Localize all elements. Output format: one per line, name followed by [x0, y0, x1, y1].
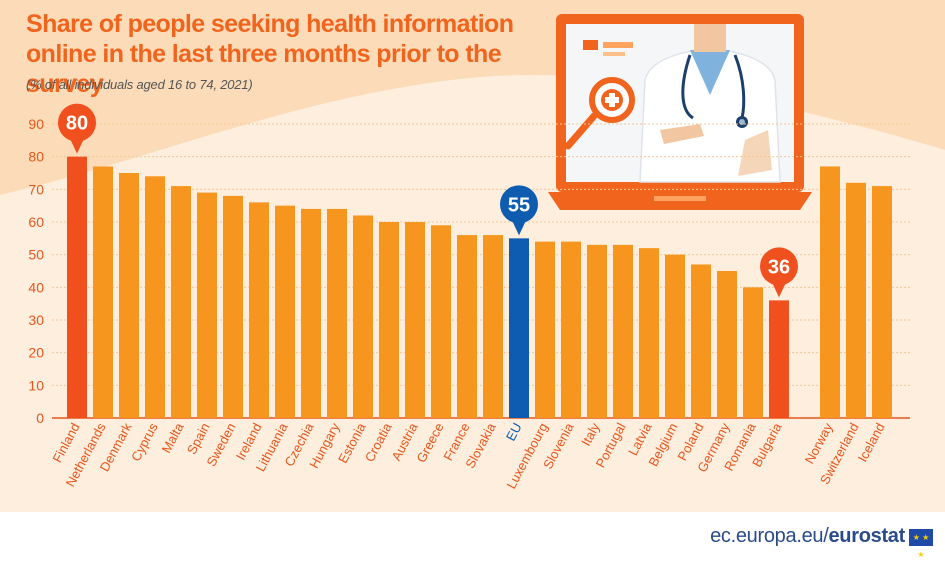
bar [872, 186, 892, 418]
bar [639, 248, 659, 418]
bar [743, 287, 763, 418]
chart-panel: Share of people seeking health informati… [0, 0, 945, 512]
bar [769, 300, 789, 418]
bar [67, 156, 87, 418]
bar [119, 173, 139, 418]
y-tick-label: 30 [28, 312, 44, 328]
bar [457, 235, 477, 418]
data-label: 36 [768, 256, 790, 278]
y-tick-label: 50 [28, 247, 44, 263]
bar [171, 186, 191, 418]
bar [327, 208, 347, 418]
data-label: 55 [508, 194, 530, 216]
bar [145, 176, 165, 418]
bar-chart: 0102030405060708090Finland80NetherlandsD… [28, 103, 910, 491]
bar [509, 238, 529, 418]
bar [846, 182, 866, 418]
bar [561, 241, 581, 418]
bar [535, 241, 555, 418]
bar [665, 254, 685, 418]
bar [820, 166, 840, 418]
bar [249, 202, 269, 418]
data-label: 80 [66, 113, 88, 135]
y-tick-label: 90 [28, 116, 44, 132]
bar [587, 244, 607, 418]
medical-cross-magnifier-icon [564, 77, 635, 150]
bar [275, 205, 295, 418]
eurostat-brand[interactable]: ec.europa.eu/eurostat [710, 525, 905, 548]
eu-flag-icon: ★ ★ ★ [909, 529, 933, 559]
callout-bubble [760, 247, 798, 286]
x-tick-label: Italy [578, 420, 603, 449]
chart-title: Share of people seeking health informati… [26, 10, 514, 98]
y-tick-label: 20 [28, 345, 44, 361]
bar [691, 264, 711, 418]
footer: ec.europa.eu/eurostat ★ ★ ★ [0, 512, 945, 559]
chart-subtitle: (% of all individuals aged 16 to 74, 202… [26, 77, 253, 92]
bar [717, 271, 737, 418]
bar [483, 235, 503, 418]
callout-bubble [500, 185, 538, 224]
x-tick-label: Cyprus [128, 420, 161, 464]
callout-bubble [58, 103, 96, 142]
bar [223, 195, 243, 418]
site-url: ec.europa.eu/ [710, 525, 829, 547]
callout-pointer [772, 282, 786, 298]
bar [353, 215, 373, 418]
bar [405, 222, 425, 418]
y-tick-label: 70 [28, 181, 44, 197]
y-tick-label: 0 [36, 410, 44, 426]
y-tick-label: 10 [28, 377, 44, 393]
callout-pointer [70, 138, 84, 154]
brand-name: eurostat [828, 525, 905, 547]
bar [197, 192, 217, 418]
bar [301, 208, 321, 418]
y-tick-label: 80 [28, 149, 44, 165]
laptop-doctor-illustration [548, 14, 812, 210]
doctor-icon [583, 24, 781, 183]
y-tick-label: 60 [28, 214, 44, 230]
bar [613, 244, 633, 418]
bar [93, 166, 113, 418]
callout-pointer [512, 220, 526, 236]
y-tick-label: 40 [28, 279, 44, 295]
bar [431, 225, 451, 418]
x-tick-label: EU [503, 420, 525, 443]
bar [379, 222, 399, 418]
